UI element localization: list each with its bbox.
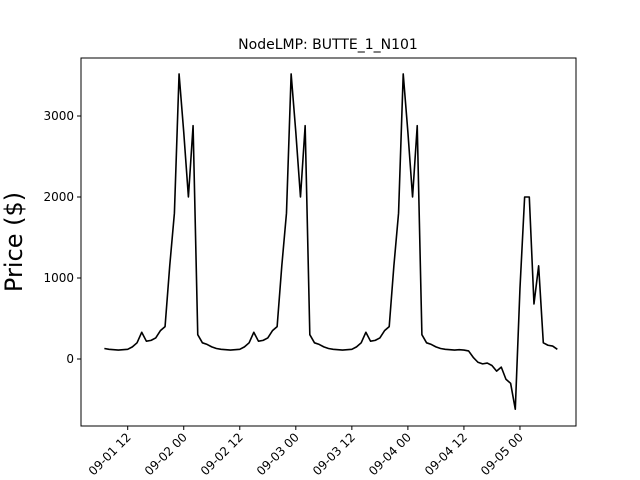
- y-tick-label: 3000: [43, 109, 74, 123]
- price-line: [104, 73, 558, 411]
- x-tick-label: 09-02 00: [142, 430, 190, 478]
- x-tick-label: 09-02 12: [198, 430, 246, 478]
- plot-frame: [80, 57, 577, 427]
- y-tick-label: 2000: [43, 190, 74, 204]
- chart-title: NodeLMP: BUTTE_1_N101: [238, 37, 418, 53]
- x-tick-label: 09-04 12: [422, 430, 470, 478]
- x-tick-label: 09-03 12: [310, 430, 358, 478]
- y-tick-label: 0: [66, 352, 74, 366]
- x-tick-label: 09-03 00: [254, 430, 302, 478]
- y-axis-label: Price ($): [0, 192, 28, 292]
- x-tick-label: 09-05 00: [478, 430, 526, 478]
- x-tick-label: 09-01 12: [86, 430, 134, 478]
- x-tick-label: 09-04 00: [366, 430, 414, 478]
- y-tick-label: 1000: [43, 271, 74, 285]
